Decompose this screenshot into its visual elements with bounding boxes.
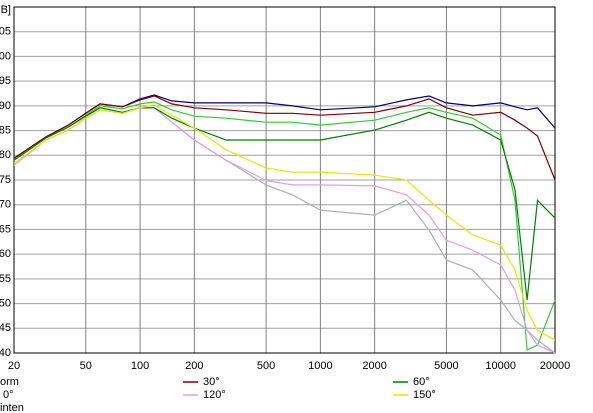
y-tick-label: 105 (0, 26, 11, 38)
y-tick-label: 75 (0, 174, 11, 186)
y-tick-label: 95 (0, 75, 11, 87)
legend-label: inten (0, 402, 24, 413)
y-tick-label: 55 (0, 273, 11, 285)
x-tick-label: 1000 (308, 360, 332, 372)
series-line (13, 95, 556, 181)
y-tick-label: 40 (0, 347, 11, 359)
legend-label: 60° (413, 376, 430, 388)
legend-label: 120° (203, 389, 226, 401)
y-axis-label: [dB] (0, 4, 11, 16)
x-tick-label: 100 (131, 360, 149, 372)
y-tick-label: 80 (0, 149, 11, 161)
y-tick-label: 65 (0, 223, 11, 235)
x-tick-label: 200 (185, 360, 203, 372)
legend-label: 0° (3, 389, 14, 401)
x-tick-label: 500 (257, 360, 275, 372)
x-tick-label: 10000 (485, 360, 516, 372)
y-tick-label: 50 (0, 297, 11, 309)
y-tick-label: 45 (0, 322, 11, 334)
legend-label: 30° (203, 376, 220, 388)
series-line (13, 101, 556, 351)
y-tick-label: 90 (0, 100, 11, 112)
y-tick-label: 85 (0, 124, 11, 136)
y-tick-label: 60 (0, 248, 11, 260)
x-tick-label: 2000 (362, 360, 386, 372)
x-tick-label: 20 (8, 360, 20, 372)
series-line (13, 104, 556, 341)
legend-label: 150° (413, 389, 436, 401)
x-tick-label: 20000 (540, 360, 571, 372)
legend-label: orm (0, 376, 19, 388)
series-line (13, 107, 556, 301)
x-tick-label: 5000 (434, 360, 458, 372)
x-tick-label: 50 (80, 360, 92, 372)
y-tick-label: 100 (0, 50, 11, 62)
y-tick-label: 70 (0, 199, 11, 211)
